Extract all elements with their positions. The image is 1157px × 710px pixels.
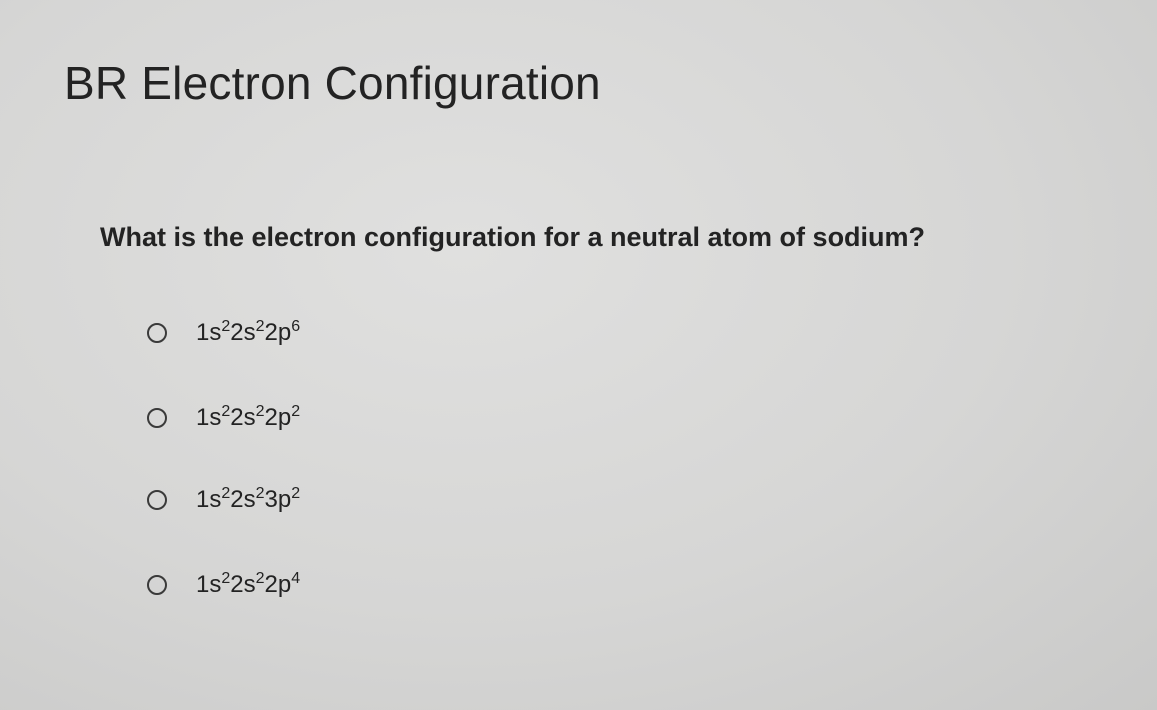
answer-option[interactable]: 1s22s22p4 bbox=[147, 570, 300, 600]
orbital: 1s bbox=[196, 319, 222, 346]
orbital: 1s bbox=[196, 486, 222, 513]
radio-button[interactable] bbox=[147, 575, 167, 595]
electron-count: 2 bbox=[291, 403, 301, 420]
electron-count: 2 bbox=[255, 570, 265, 587]
option-label: 1s22s22p2 bbox=[196, 403, 300, 433]
orbital: 2p bbox=[264, 319, 292, 346]
electron-count: 2 bbox=[221, 318, 231, 335]
option-label: 1s22s22p6 bbox=[196, 318, 300, 348]
option-label: 1s22s23p2 bbox=[196, 485, 300, 515]
orbital: 2s bbox=[230, 486, 256, 513]
orbital: 3p bbox=[264, 486, 292, 513]
option-label: 1s22s22p4 bbox=[196, 570, 300, 600]
orbital: 2s bbox=[230, 404, 256, 431]
orbital: 2p bbox=[264, 404, 292, 431]
question-text: What is the electron configuration for a… bbox=[100, 222, 926, 252]
answer-option[interactable]: 1s22s22p6 bbox=[147, 318, 300, 348]
orbital: 1s bbox=[196, 571, 222, 598]
page-title: BR Electron Configuration bbox=[64, 57, 601, 109]
radio-button[interactable] bbox=[147, 490, 167, 510]
electron-count: 6 bbox=[291, 318, 301, 335]
radio-button[interactable] bbox=[147, 323, 167, 343]
orbital: 2p bbox=[264, 571, 292, 598]
orbital: 2s bbox=[230, 571, 256, 598]
electron-count: 2 bbox=[255, 403, 265, 420]
orbital: 1s bbox=[196, 404, 222, 431]
electron-count: 2 bbox=[221, 570, 231, 587]
electron-count: 2 bbox=[221, 485, 231, 502]
electron-count: 2 bbox=[255, 485, 265, 502]
answer-option[interactable]: 1s22s22p2 bbox=[147, 403, 300, 433]
answer-option[interactable]: 1s22s23p2 bbox=[147, 485, 300, 515]
electron-count: 2 bbox=[291, 485, 301, 502]
radio-button[interactable] bbox=[147, 408, 167, 428]
electron-count: 2 bbox=[255, 318, 265, 335]
orbital: 2s bbox=[230, 319, 256, 346]
electron-count: 4 bbox=[291, 570, 301, 587]
electron-count: 2 bbox=[221, 403, 231, 420]
